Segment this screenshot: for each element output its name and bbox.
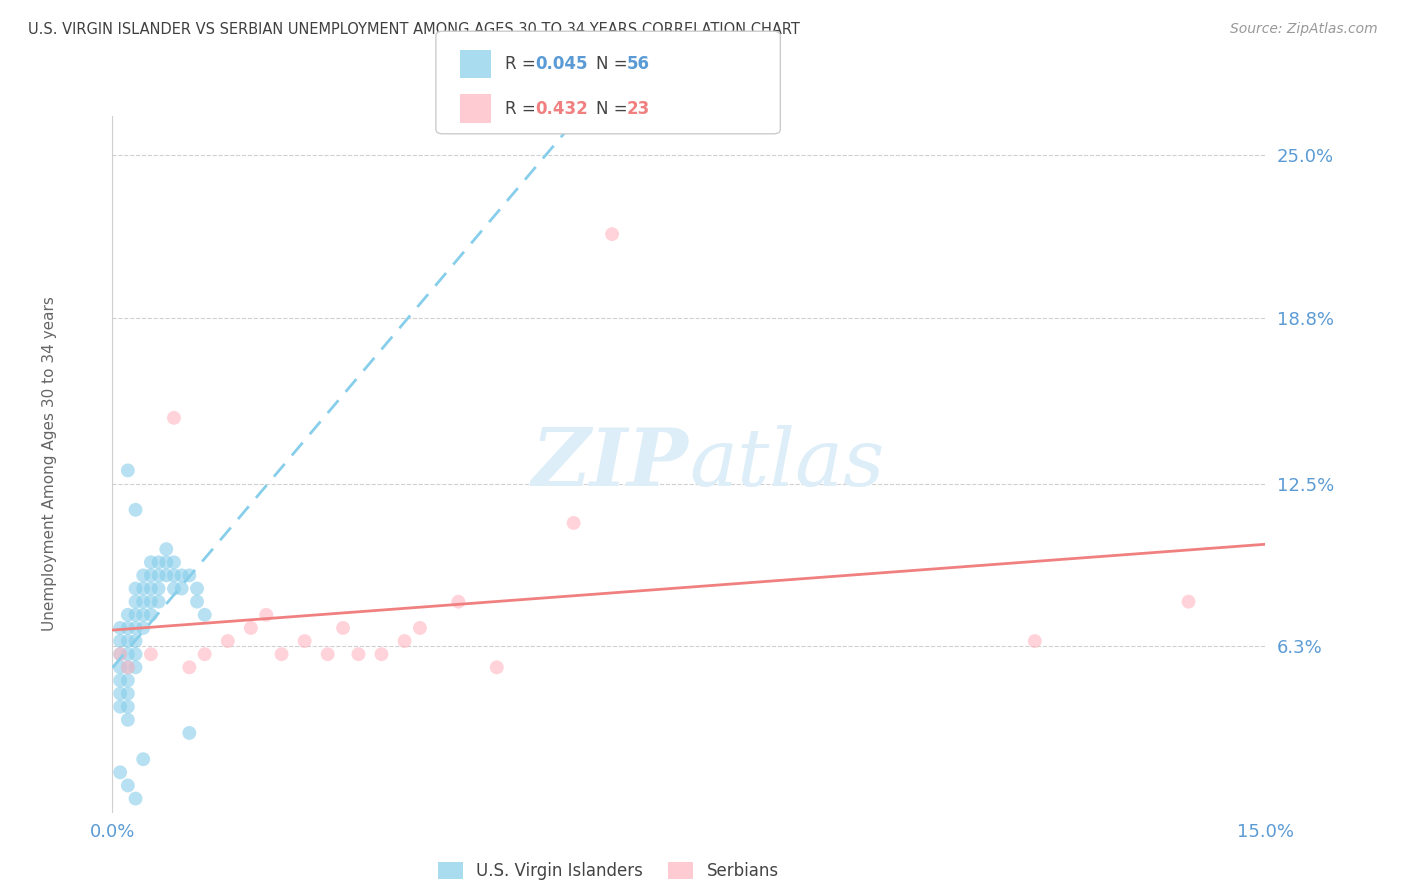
Point	[108, 621, 131, 635]
Point	[132, 568, 155, 582]
Point	[485, 660, 508, 674]
Point	[108, 699, 131, 714]
Point	[139, 582, 162, 596]
Point	[117, 634, 139, 648]
Point	[179, 568, 201, 582]
Point	[155, 542, 177, 557]
Point	[132, 621, 155, 635]
Point	[117, 699, 139, 714]
Point	[600, 227, 623, 241]
Point	[170, 568, 193, 582]
Point	[108, 687, 131, 701]
Point	[163, 582, 186, 596]
Point	[148, 568, 170, 582]
Point	[239, 621, 262, 635]
Point	[108, 647, 131, 661]
Point	[124, 582, 146, 596]
Text: R =: R =	[505, 54, 541, 73]
Text: N =: N =	[596, 54, 633, 73]
Point	[132, 752, 155, 766]
Point	[124, 791, 146, 805]
Text: 0.432: 0.432	[536, 100, 589, 118]
Point	[108, 634, 131, 648]
Point	[124, 595, 146, 609]
Point	[124, 660, 146, 674]
Point	[124, 647, 146, 661]
Point	[132, 582, 155, 596]
Point	[117, 713, 139, 727]
Point	[186, 595, 208, 609]
Point	[148, 555, 170, 569]
Point	[117, 607, 139, 622]
Point	[155, 555, 177, 569]
Point	[117, 621, 139, 635]
Point	[108, 673, 131, 688]
Text: Unemployment Among Ages 30 to 34 years: Unemployment Among Ages 30 to 34 years	[42, 296, 56, 632]
Point	[294, 634, 316, 648]
Point	[108, 647, 131, 661]
Text: 56: 56	[627, 54, 650, 73]
Point	[139, 555, 162, 569]
Point	[117, 673, 139, 688]
Point	[370, 647, 392, 661]
Point	[132, 595, 155, 609]
Point	[117, 463, 139, 477]
Point	[124, 634, 146, 648]
Point	[108, 765, 131, 780]
Point	[117, 660, 139, 674]
Text: R =: R =	[505, 100, 541, 118]
Point	[170, 582, 193, 596]
Point	[194, 647, 217, 661]
Point	[148, 582, 170, 596]
Point	[139, 647, 162, 661]
Point	[194, 607, 217, 622]
Point	[179, 660, 201, 674]
Text: Source: ZipAtlas.com: Source: ZipAtlas.com	[1230, 22, 1378, 37]
Point	[163, 410, 186, 425]
Point	[139, 607, 162, 622]
Point	[254, 607, 277, 622]
Point	[562, 516, 585, 530]
Point	[409, 621, 432, 635]
Point	[117, 647, 139, 661]
Text: 23: 23	[627, 100, 651, 118]
Point	[347, 647, 370, 661]
Legend: U.S. Virgin Islanders, Serbians: U.S. Virgin Islanders, Serbians	[432, 855, 785, 887]
Point	[186, 582, 208, 596]
Point	[163, 568, 186, 582]
Point	[117, 687, 139, 701]
Point	[155, 568, 177, 582]
Point	[1177, 595, 1199, 609]
Point	[132, 607, 155, 622]
Text: atlas: atlas	[689, 425, 884, 502]
Point	[148, 595, 170, 609]
Point	[217, 634, 239, 648]
Point	[124, 621, 146, 635]
Text: U.S. VIRGIN ISLANDER VS SERBIAN UNEMPLOYMENT AMONG AGES 30 TO 34 YEARS CORRELATI: U.S. VIRGIN ISLANDER VS SERBIAN UNEMPLOY…	[28, 22, 800, 37]
Point	[124, 503, 146, 517]
Point	[117, 779, 139, 793]
Point	[179, 726, 201, 740]
Point	[316, 647, 339, 661]
Point	[270, 647, 292, 661]
Text: ZIP: ZIP	[531, 425, 689, 502]
Point	[124, 607, 146, 622]
Point	[139, 595, 162, 609]
Point	[163, 555, 186, 569]
Point	[117, 660, 139, 674]
Point	[394, 634, 416, 648]
Point	[332, 621, 354, 635]
Point	[108, 660, 131, 674]
Point	[139, 568, 162, 582]
Text: 0.045: 0.045	[536, 54, 588, 73]
Text: N =: N =	[596, 100, 633, 118]
Point	[1024, 634, 1046, 648]
Point	[447, 595, 470, 609]
